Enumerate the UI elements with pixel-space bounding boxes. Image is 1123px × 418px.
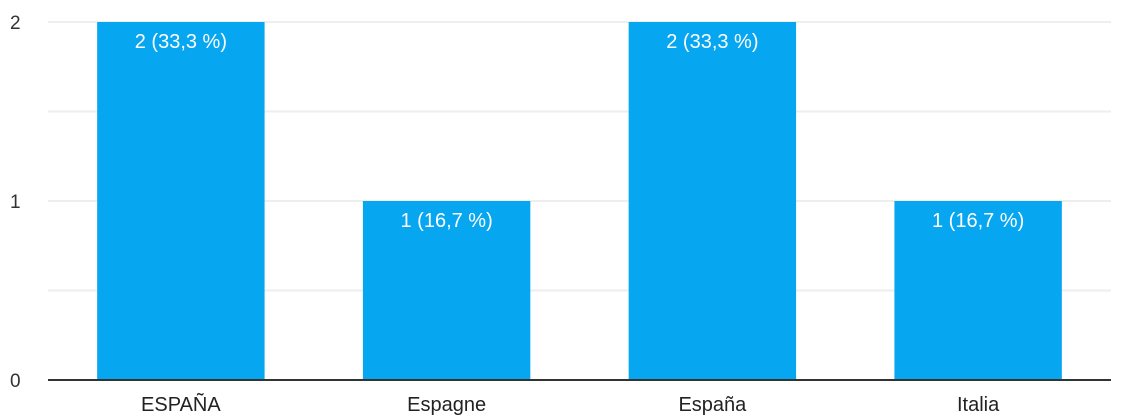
bar xyxy=(628,22,797,380)
bar xyxy=(894,201,1062,380)
y-tick-label: 0 xyxy=(10,371,21,392)
x-category-label: ESPAÑA xyxy=(141,392,221,416)
bar xyxy=(362,201,531,380)
x-category-label: España xyxy=(678,394,747,416)
bar xyxy=(97,22,265,380)
x-category-label: Italia xyxy=(957,394,1000,416)
y-axis-ticks: 0 1 2 xyxy=(10,13,21,392)
x-category-label: Espagne xyxy=(407,394,486,416)
y-tick-label: 2 xyxy=(10,13,21,34)
x-axis-categories: ESPAÑA Espagne España Italia xyxy=(141,392,1000,416)
bar-data-label: 2 (33,3 %) xyxy=(666,31,758,53)
bars: 2 (33,3 %) 1 (16,7 %) 2 (33,3 %) 1 (16,7 %) xyxy=(97,22,1062,380)
bar-data-label: 2 (33,3 %) xyxy=(135,31,227,53)
bar-data-label: 1 (16,7 %) xyxy=(400,210,492,232)
bar-data-label: 1 (16,7 %) xyxy=(932,210,1024,232)
y-tick-label: 1 xyxy=(10,192,21,213)
